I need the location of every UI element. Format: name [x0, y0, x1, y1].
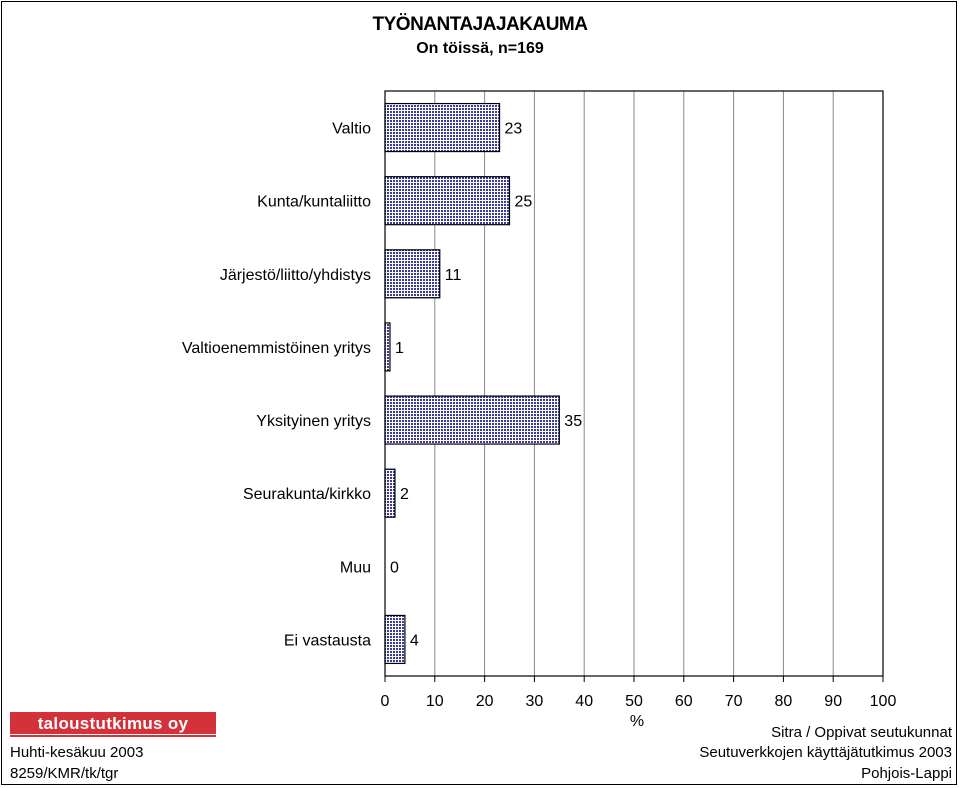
gridlines: [384, 91, 884, 682]
x-tick-label: 20: [476, 693, 494, 710]
taloustutkimus-logo: taloustutkimus oy: [10, 710, 216, 738]
bar: [384, 102, 501, 153]
footer-client: Sitra / Oppivat seutukunnat: [771, 724, 952, 741]
footer-study: Seutuverkkojen käyttäjätutkimus 2003: [699, 744, 952, 761]
chart-title: TYÖNANTAJAJAKAUMA: [372, 14, 588, 35]
data-label: 2: [400, 486, 409, 503]
logo-text: taloustutkimus oy: [37, 714, 189, 733]
data-label: 35: [564, 413, 582, 430]
category-label: Yksityinen yritys: [256, 413, 371, 430]
x-tick-label: 90: [824, 693, 842, 710]
x-tick-label: 60: [675, 693, 693, 710]
category-label: Valtio: [332, 121, 371, 138]
data-label: 0: [390, 559, 399, 576]
x-tick-label: 80: [775, 693, 793, 710]
bar: [384, 249, 441, 299]
data-label: 23: [505, 121, 523, 138]
data-label: 4: [410, 632, 419, 649]
footer-region: Pohjois-Lappi: [861, 765, 952, 782]
chart-subtitle: On töissä, n=169: [416, 40, 544, 57]
x-tick-label: 0: [381, 693, 390, 710]
bar: [384, 468, 396, 518]
footer-code: 8259/KMR/tk/tgr: [10, 765, 119, 782]
data-label: 25: [515, 194, 533, 211]
x-tick-label: 30: [526, 693, 544, 710]
data-label: 1: [395, 340, 404, 357]
bar: [384, 176, 511, 226]
x-tick-label: 40: [575, 693, 593, 710]
bar: [384, 395, 560, 445]
x-tick-label: 100: [870, 693, 897, 710]
bar: [384, 614, 406, 665]
category-label: Kunta/kuntaliitto: [257, 194, 371, 211]
bar: [384, 322, 391, 372]
logo-banner: [10, 712, 216, 734]
logo-underline: [10, 735, 216, 737]
category-labels: Valtio Kunta/kuntaliitto Järjestö/liitto/y…: [182, 121, 371, 650]
x-axis-label: %: [630, 713, 644, 730]
x-tick-labels: 0 10 20 30 40 50 60 70 80 90 100: [381, 693, 897, 710]
bars: [384, 102, 560, 665]
data-label: 11: [445, 267, 462, 284]
category-label: Seurakunta/kirkko: [243, 486, 371, 503]
category-label: Muu: [340, 559, 371, 576]
plot-area-border: [384, 90, 884, 677]
footer-date: Huhti-kesäkuu 2003: [10, 744, 144, 761]
x-tick-label: 50: [625, 693, 643, 710]
category-label: Valtioenemmistöinen yritys: [182, 340, 371, 357]
x-tick-label: 10: [426, 693, 444, 710]
category-label: Ei vastausta: [284, 632, 371, 649]
x-tick-label: 70: [725, 693, 743, 710]
category-label: Järjestö/liitto/yhdistys: [220, 267, 371, 284]
